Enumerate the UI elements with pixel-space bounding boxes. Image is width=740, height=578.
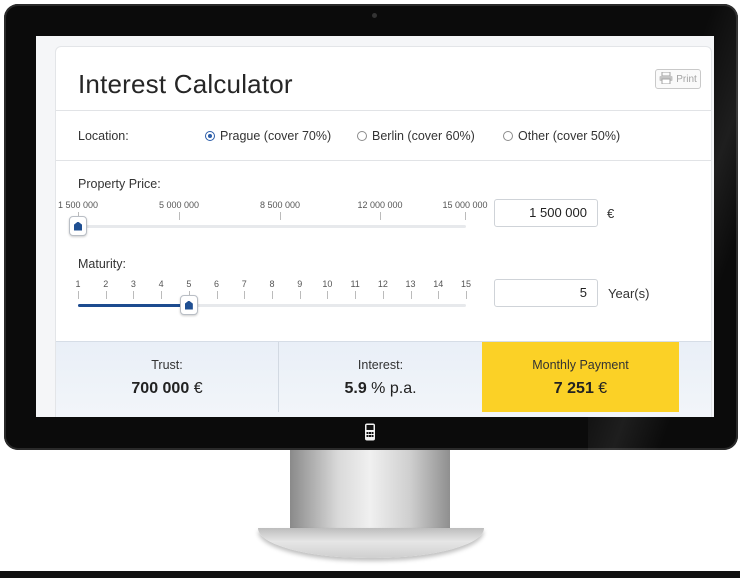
interest-value: 5.9 % p.a. bbox=[279, 380, 482, 398]
camera-dot bbox=[372, 13, 377, 18]
result-divider bbox=[278, 342, 279, 412]
page-title: Interest Calculator bbox=[78, 69, 293, 99]
price-tick-label: 1 500 000 bbox=[57, 200, 99, 210]
radio-circle-selected[interactable] bbox=[205, 131, 215, 141]
print-button[interactable]: Print bbox=[655, 69, 701, 89]
maturity-tick-label: 12 bbox=[377, 279, 388, 289]
divider bbox=[56, 160, 711, 161]
maturity-slider-track[interactable] bbox=[78, 304, 466, 307]
maturity-tick-label: 7 bbox=[241, 279, 247, 289]
maturity-tick-label: 2 bbox=[103, 279, 109, 289]
property-price-slider-handle[interactable] bbox=[69, 216, 87, 236]
radio-label-berlin: Berlin (cover 60%) bbox=[372, 129, 475, 143]
ground-line bbox=[0, 571, 740, 578]
maturity-input[interactable]: 5 bbox=[494, 279, 598, 307]
tick-mark bbox=[382, 291, 384, 299]
maturity-tick-label: 8 bbox=[269, 279, 275, 289]
tick-mark bbox=[380, 212, 381, 220]
price-tick-label: 15 000 000 bbox=[442, 200, 488, 210]
price-tick-label: 8 500 000 bbox=[259, 200, 301, 210]
maturity-tick-label: 9 bbox=[297, 279, 303, 289]
monitor-bezel: Interest Calculator Print Location: Prag… bbox=[4, 4, 738, 450]
trust-amount: 700 000 bbox=[131, 380, 190, 397]
property-price-input[interactable]: 1 500 000 bbox=[494, 199, 598, 227]
tick-mark bbox=[465, 212, 466, 220]
maturity-tick-label: 3 bbox=[130, 279, 136, 289]
trust-label: Trust: bbox=[151, 358, 183, 372]
interest-calculator-panel: Interest Calculator Print Location: Prag… bbox=[55, 46, 712, 417]
tick-mark bbox=[105, 291, 107, 299]
tick-mark bbox=[133, 291, 135, 299]
radio-circle[interactable] bbox=[503, 131, 513, 141]
radio-berlin[interactable]: Berlin (cover 60%) bbox=[357, 129, 475, 143]
monthly-payment-result: Monthly Payment 7 251 € bbox=[482, 342, 679, 412]
tick-mark bbox=[355, 291, 357, 299]
maturity-tick-label: 11 bbox=[350, 279, 360, 289]
maturity-tick-label: 1 bbox=[75, 279, 81, 289]
print-label: Print bbox=[676, 73, 697, 85]
monthly-payment-value: 7 251 € bbox=[482, 380, 679, 398]
maturity-slider-handle[interactable] bbox=[179, 295, 198, 315]
tick-mark bbox=[438, 291, 440, 299]
property-price-slider-track[interactable] bbox=[78, 225, 466, 228]
maturity-tick-label: 15 bbox=[460, 279, 472, 289]
maturity-slider-fill bbox=[78, 304, 189, 307]
phone-logo-icon bbox=[362, 422, 378, 442]
monitor-stand-foot bbox=[258, 528, 484, 558]
results-bar: Trust: 700 000 € Interest: 5.9 % p.a. Mo… bbox=[56, 341, 711, 417]
payment-amount: 7 251 bbox=[553, 380, 594, 397]
radio-label-prague: Prague (cover 70%) bbox=[220, 129, 332, 143]
trust-result: Trust: 700 000 € bbox=[56, 342, 278, 412]
property-price-label: Property Price: bbox=[78, 177, 161, 191]
trust-value: 700 000 € bbox=[56, 380, 278, 398]
tick-mark bbox=[78, 291, 79, 299]
monitor-screen: Interest Calculator Print Location: Prag… bbox=[36, 36, 714, 417]
interest-label: Interest: bbox=[357, 358, 404, 372]
monitor-stand-neck bbox=[290, 450, 450, 538]
maturity-tick-label: 10 bbox=[322, 279, 333, 289]
tick-mark bbox=[216, 291, 218, 299]
tick-mark bbox=[161, 291, 163, 299]
maturity-tick-label: 5 bbox=[186, 279, 192, 289]
maturity-label: Maturity: bbox=[78, 257, 126, 271]
price-tick-label: 12 000 000 bbox=[357, 200, 403, 210]
tick-mark bbox=[280, 212, 281, 220]
radio-prague[interactable]: Prague (cover 70%) bbox=[205, 129, 331, 143]
radio-other[interactable]: Other (cover 50%) bbox=[503, 129, 620, 143]
interest-suffix: % p.a. bbox=[371, 380, 417, 397]
tick-mark bbox=[327, 291, 329, 299]
tick-mark bbox=[272, 291, 273, 299]
tick-mark bbox=[244, 291, 246, 299]
maturity-tick-label: 4 bbox=[158, 279, 164, 289]
handle-pin-icon bbox=[184, 300, 193, 310]
tick-mark bbox=[179, 212, 180, 220]
tick-mark bbox=[299, 291, 301, 299]
currency-unit: € bbox=[607, 206, 615, 221]
location-label: Location: bbox=[78, 129, 129, 143]
payment-currency: € bbox=[598, 380, 608, 397]
price-tick-label: 5 000 000 bbox=[158, 200, 200, 210]
printer-icon bbox=[659, 71, 673, 87]
interest-result: Interest: 5.9 % p.a. bbox=[279, 342, 482, 412]
years-unit: Year(s) bbox=[608, 286, 650, 301]
handle-pin-icon bbox=[74, 221, 82, 231]
tick-mark bbox=[410, 291, 412, 299]
divider bbox=[56, 110, 711, 111]
maturity-tick-label: 13 bbox=[405, 279, 416, 289]
trust-currency: € bbox=[193, 380, 203, 397]
radio-label-other: Other (cover 50%) bbox=[518, 129, 621, 143]
radio-circle[interactable] bbox=[357, 131, 367, 141]
maturity-tick-label: 6 bbox=[214, 279, 220, 289]
monthly-payment-label: Monthly Payment bbox=[532, 358, 629, 372]
tick-mark bbox=[466, 291, 467, 299]
interest-rate: 5.9 bbox=[344, 380, 367, 397]
maturity-tick-label: 14 bbox=[433, 279, 444, 289]
